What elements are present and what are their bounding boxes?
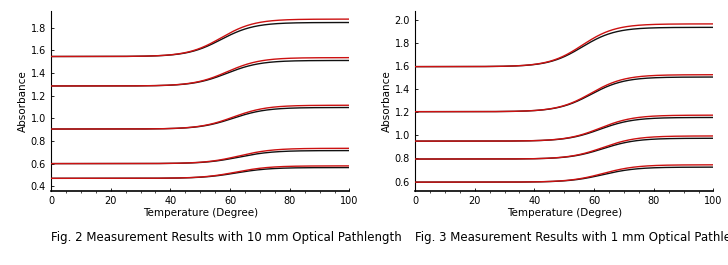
Y-axis label: Absorbance: Absorbance bbox=[18, 70, 28, 132]
X-axis label: Temperature (Degree): Temperature (Degree) bbox=[507, 209, 622, 218]
X-axis label: Temperature (Degree): Temperature (Degree) bbox=[143, 209, 258, 218]
Text: Fig. 2 Measurement Results with 10 mm Optical Pathlength: Fig. 2 Measurement Results with 10 mm Op… bbox=[51, 231, 402, 244]
Y-axis label: Absorbance: Absorbance bbox=[382, 70, 392, 132]
Text: Fig. 3 Measurement Results with 1 mm Optical Pathlength: Fig. 3 Measurement Results with 1 mm Opt… bbox=[415, 231, 728, 244]
